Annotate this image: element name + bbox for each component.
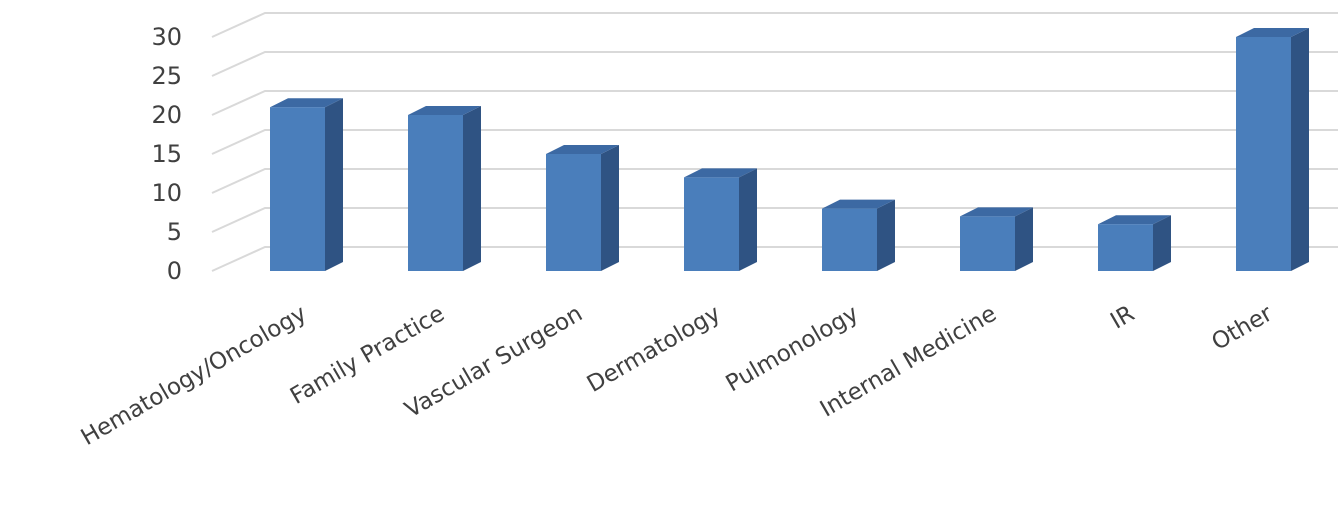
bar-internal-medicine [960,207,1033,271]
x-category-label: Dermatology [583,301,725,398]
x-category-label: Hematology/Oncology [77,301,311,451]
x-category-label: IR [1106,301,1139,335]
gridline-20 [211,90,1338,116]
bar-pulmonology [822,199,895,271]
gridline-25 [211,51,1338,77]
gridlines [211,12,1338,272]
y-tick-label-0: 0 [167,257,182,285]
bar-family-practice [408,106,481,271]
y-axis-ticks: 0 5 10 15 20 25 30 [151,23,182,285]
gridline-10 [211,168,1338,194]
x-category-label: Other [1207,300,1277,355]
y-tick-label-30: 30 [151,23,182,51]
y-tick-label-15: 15 [151,140,182,168]
y-tick-label-10: 10 [151,179,182,207]
y-tick-label-5: 5 [167,218,182,246]
gridline-15 [211,129,1338,155]
y-tick-label-25: 25 [151,62,182,90]
gridline-30 [211,12,1338,38]
bar-other [1236,28,1309,271]
y-tick-label-20: 20 [151,101,182,129]
bar-hematology-oncology [270,98,343,271]
bar-vascular-surgeon [546,145,619,271]
x-category-label: Pulmonology [722,301,863,398]
bars [270,28,1309,271]
bar-ir [1098,215,1171,271]
bar-dermatology [684,168,757,271]
